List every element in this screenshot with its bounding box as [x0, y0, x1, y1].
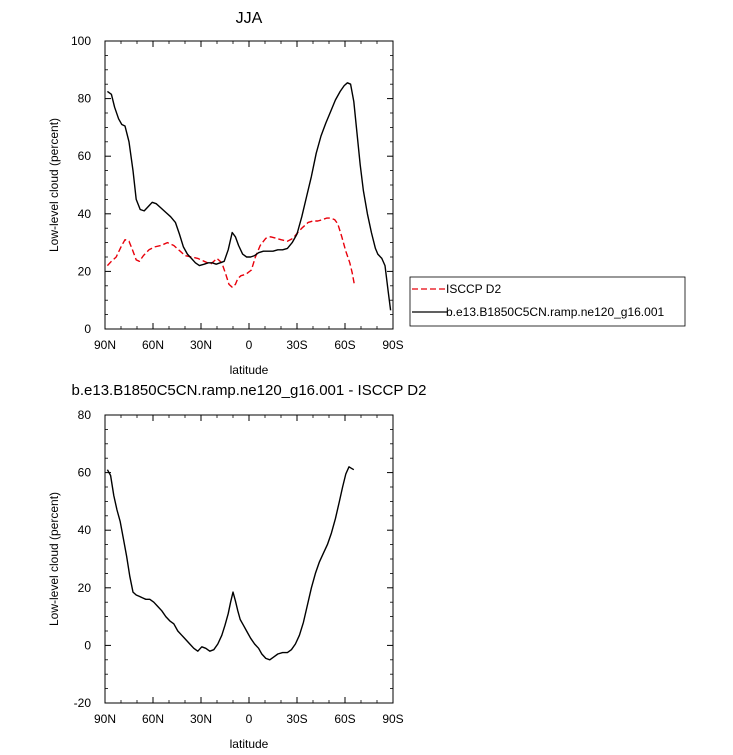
bottom-y-axis-label: Low-level cloud (percent) [47, 492, 61, 626]
bottom-series-lines [106, 466, 355, 661]
top-series-lines [106, 82, 392, 311]
top-x-tick-label: 0 [246, 338, 253, 352]
top-y-tick-label: 60 [78, 149, 92, 163]
top-x-tick-label: 60N [142, 338, 164, 352]
bottom-x-tick-label: 30S [286, 712, 307, 726]
top-y-tick-label: 80 [78, 92, 92, 106]
top-x-tick-label: 30N [190, 338, 212, 352]
bottom-x-tick-label: 30N [190, 712, 212, 726]
bottom-y-tick-label: 0 [84, 638, 91, 652]
bottom-axis-ticks: 90N 60N 30N 0 30S 60S 90S -20 0 20 40 60 80 [74, 408, 404, 726]
bottom-plot-frame [104, 414, 394, 704]
bottom-y-tick-label: 40 [78, 523, 92, 537]
top-y-tick-label: 100 [71, 34, 91, 48]
bottom-x-tick-label: 90S [382, 712, 403, 726]
top-y-tick-label: 40 [78, 207, 92, 221]
top-panel: JJA Low-level cloud (percent) latitude 9… [47, 10, 686, 377]
bottom-y-tick-label: -20 [74, 696, 92, 710]
top-x-tick-label: 90S [382, 338, 403, 352]
top-y-tick-label: 20 [78, 264, 92, 278]
bottom-y-tick-label: 80 [78, 408, 92, 422]
bottom-y-tick-label: 60 [78, 466, 92, 480]
bottom-x-tick-label: 90N [94, 712, 116, 726]
bottom-panel: b.e13.B1850C5CN.ramp.ne120_g16.001 - ISC… [47, 382, 426, 751]
legend-label-isccp: ISCCP D2 [446, 282, 501, 296]
top-chart-title: JJA [236, 10, 263, 27]
top-axis-ticks: 90N 60N 30N 0 30S 60S 90S 0 20 40 60 80 100 [71, 34, 404, 352]
legend-label-model: b.e13.B1850C5CN.ramp.ne120_g16.001 [446, 305, 664, 319]
legend-box [409, 276, 686, 327]
bottom-series-line-0 [106, 466, 355, 661]
top-legend: ISCCP D2 b.e13.B1850C5CN.ramp.ne120_g16.… [409, 276, 686, 327]
top-y-tick-label: 0 [84, 322, 91, 336]
bottom-x-axis-label: latitude [230, 737, 269, 751]
bottom-x-tick-label: 60S [334, 712, 355, 726]
bottom-x-tick-label: 0 [246, 712, 253, 726]
top-x-tick-label: 60S [334, 338, 355, 352]
bottom-chart-title: b.e13.B1850C5CN.ramp.ne120_g16.001 - ISC… [72, 382, 427, 399]
top-x-axis-label: latitude [230, 363, 269, 377]
top-plot-frame [104, 40, 394, 330]
top-series-line-1 [106, 82, 392, 311]
bottom-x-tick-label: 60N [142, 712, 164, 726]
bottom-y-tick-label: 20 [78, 581, 92, 595]
top-y-axis-label: Low-level cloud (percent) [47, 118, 61, 252]
top-x-tick-label: 90N [94, 338, 116, 352]
top-series-line-0 [106, 217, 356, 288]
top-x-tick-label: 30S [286, 338, 307, 352]
